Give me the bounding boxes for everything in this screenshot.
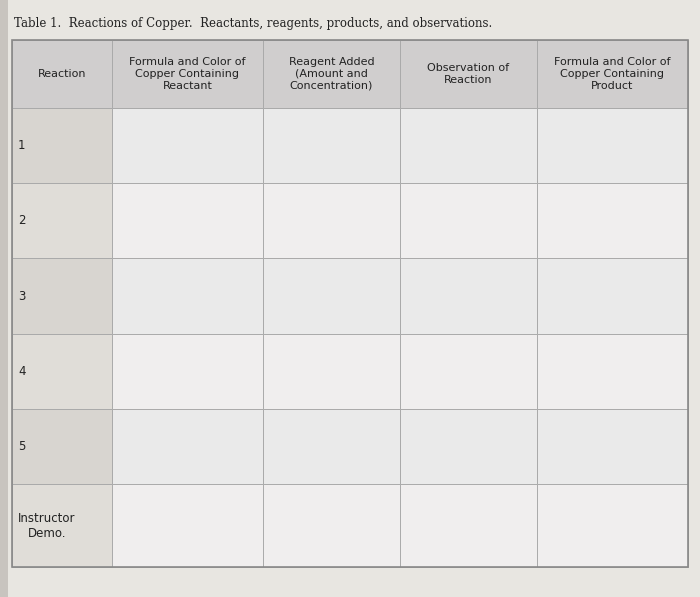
Bar	[400, 409, 536, 484]
Bar	[12, 40, 688, 567]
Bar	[263, 334, 400, 409]
Bar	[263, 409, 400, 484]
Bar	[400, 183, 536, 259]
Bar	[536, 409, 688, 484]
Bar	[112, 334, 263, 409]
Bar	[400, 108, 536, 183]
Text: 5: 5	[18, 440, 25, 453]
Text: 2: 2	[18, 214, 25, 227]
Bar	[536, 259, 688, 334]
Bar	[536, 108, 688, 183]
Bar	[263, 183, 400, 259]
Bar	[536, 334, 688, 409]
Text: 3: 3	[18, 290, 25, 303]
Text: Table 1.  Reactions of Copper.  Reactants, reagents, products, and observations.: Table 1. Reactions of Copper. Reactants,…	[14, 17, 492, 30]
Bar	[112, 108, 263, 183]
Bar	[112, 183, 263, 259]
Bar	[12, 40, 112, 108]
Bar	[12, 484, 112, 567]
Bar	[12, 259, 112, 334]
Text: Instructor
Demo.: Instructor Demo.	[18, 512, 76, 540]
Text: Observation of
Reaction: Observation of Reaction	[427, 63, 510, 85]
Bar	[263, 40, 400, 108]
Bar	[12, 409, 112, 484]
Bar	[400, 40, 536, 108]
Bar	[112, 484, 263, 567]
Bar	[12, 334, 112, 409]
Bar	[112, 259, 263, 334]
Text: Reagent Added
(Amount and
Concentration): Reagent Added (Amount and Concentration)	[288, 57, 374, 91]
Bar	[112, 409, 263, 484]
Bar	[263, 259, 400, 334]
Bar	[112, 40, 263, 108]
Text: Reaction: Reaction	[38, 69, 86, 79]
Bar	[12, 108, 112, 183]
Text: Formula and Color of
Copper Containing
Product: Formula and Color of Copper Containing P…	[554, 57, 671, 91]
Bar	[400, 259, 536, 334]
Bar	[263, 484, 400, 567]
Text: Formula and Color of
Copper Containing
Reactant: Formula and Color of Copper Containing R…	[130, 57, 246, 91]
Bar	[400, 334, 536, 409]
Bar	[536, 40, 688, 108]
Text: 4: 4	[18, 365, 25, 378]
Bar	[12, 183, 112, 259]
Bar	[536, 183, 688, 259]
Bar	[263, 108, 400, 183]
Text: 1: 1	[18, 139, 25, 152]
Bar	[536, 484, 688, 567]
Bar	[400, 484, 536, 567]
